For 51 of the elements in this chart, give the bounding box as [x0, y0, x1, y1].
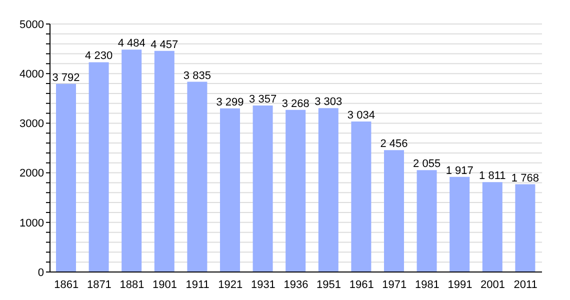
- y-tick-label: 5000: [20, 18, 44, 31]
- x-tick-label: 1871: [86, 278, 112, 291]
- y-tick-label: 3000: [20, 118, 44, 130]
- bar: [384, 150, 404, 272]
- data-label: 3 303: [314, 96, 342, 108]
- x-tick-label: 2011: [514, 278, 538, 291]
- x-tick-label: 1931: [250, 278, 276, 291]
- data-label: 2 055: [413, 158, 441, 170]
- x-tick-label: 1921: [218, 278, 243, 291]
- data-label: 1 811: [479, 170, 506, 182]
- bar: [88, 62, 109, 272]
- x-tick-label: 1971: [382, 278, 407, 291]
- x-tick-label: 1861: [54, 278, 79, 291]
- data-label: 3 357: [249, 93, 277, 106]
- bar: [122, 50, 142, 272]
- data-label: 3 299: [216, 96, 244, 108]
- data-label: 3 034: [347, 110, 375, 122]
- data-label: 3 835: [183, 70, 211, 82]
- data-label: 1 768: [511, 172, 539, 184]
- data-label: 3 268: [282, 98, 310, 110]
- data-label: 2 456: [380, 138, 408, 150]
- x-tick-label: 2001: [480, 278, 506, 291]
- data-label: 4 230: [85, 50, 113, 62]
- x-tick-label: 1911: [186, 278, 210, 291]
- x-tick-label: 1981: [414, 278, 440, 291]
- x-tick-label: 1961: [349, 278, 374, 291]
- x-tick-label: 1936: [284, 278, 308, 291]
- x-tick-label: 1991: [448, 278, 472, 291]
- bar: [318, 108, 338, 272]
- data-label: 4 484: [118, 38, 146, 50]
- y-tick-label: 4000: [20, 68, 44, 81]
- bar: [351, 122, 372, 272]
- x-tick-label: 1901: [152, 278, 178, 291]
- bar: [482, 182, 502, 272]
- data-label: 1 917: [446, 164, 474, 177]
- bar: [515, 184, 536, 272]
- bar: [286, 110, 306, 272]
- bar: [416, 170, 437, 272]
- bar: [252, 105, 273, 272]
- x-tick-label: 1881: [120, 278, 144, 291]
- x-tick-label: 1951: [316, 278, 342, 291]
- data-label: 4 457: [150, 38, 178, 51]
- y-tick-label: 1000: [20, 217, 44, 230]
- bar: [56, 84, 76, 272]
- y-tick-label: 2000: [20, 168, 44, 180]
- y-tick-label: 0: [38, 266, 44, 279]
- bar: [450, 176, 470, 272]
- bar: [187, 82, 208, 272]
- data-label: 3 792: [52, 72, 80, 84]
- bar: [220, 108, 240, 272]
- bar: [154, 50, 174, 272]
